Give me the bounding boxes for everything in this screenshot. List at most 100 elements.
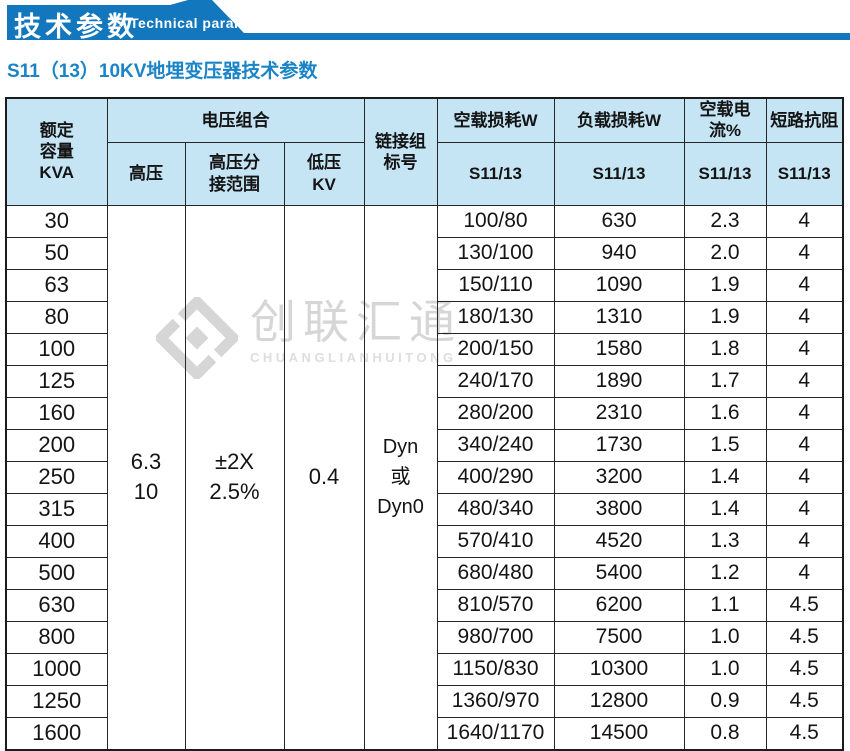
table-header: 额定 容量 KVA 电压组合 链接组 标号 空载损耗W 负载损耗W 空载电流% … [5,97,844,206]
no-load-current-cell: 0.8 [683,716,767,750]
kva-cell: 30 [5,204,108,238]
header-sub-s11-2: S11/13 [553,141,685,206]
header-sub-s11-3: S11/13 [683,141,767,206]
no-load-loss-cell: 980/700 [436,620,555,654]
header-rated-capacity: 额定 容量 KVA [5,97,108,206]
load-loss-cell: 3800 [553,492,685,526]
no-load-loss-cell: 280/200 [436,396,555,430]
no-load-loss-cell: 480/340 [436,492,555,526]
no-load-loss-cell: 810/570 [436,588,555,622]
no-load-loss-cell: 240/170 [436,364,555,398]
impedance-cell: 4.5 [765,652,844,686]
impedance-cell: 4 [765,268,844,302]
no-load-current-cell: 1.7 [683,364,767,398]
load-loss-cell: 1090 [553,268,685,302]
header-voltage-combo: 电压组合 [106,97,365,143]
impedance-cell: 4 [765,492,844,526]
no-load-loss-cell: 180/130 [436,300,555,334]
parameters-table-wrap: 额定 容量 KVA 电压组合 链接组 标号 空载损耗W 负载损耗W 空载电流% … [5,97,844,751]
no-load-loss-cell: 130/100 [436,236,555,270]
no-load-current-cell: 1.4 [683,492,767,526]
high-voltage-value-cell: 6.3 10 [106,204,186,750]
impedance-cell: 4 [765,428,844,462]
table-row: 315 480/340 3800 1.4 4 [5,492,844,526]
kva-cell: 250 [5,460,108,494]
load-loss-cell: 10300 [553,652,685,686]
kva-cell: 1250 [5,684,108,718]
kva-cell: 630 [5,588,108,622]
load-loss-cell: 5400 [553,556,685,590]
page-title: S11（13）10KV地埋变压器技术参数 [7,61,318,82]
no-load-loss-cell: 100/80 [436,204,555,238]
kva-cell: 100 [5,332,108,366]
table-body: 30 6.3 10 ±2X 2.5% 0.4 Dyn 或 Dyn0 100/80… [5,204,844,750]
no-load-loss-cell: 680/480 [436,556,555,590]
load-loss-cell: 1890 [553,364,685,398]
impedance-cell: 4 [765,556,844,590]
kva-cell: 80 [5,300,108,334]
banner-subtitle: Technical parameter [130,15,275,31]
table-row: 1250 1360/970 12800 0.9 4.5 [5,684,844,718]
no-load-current-cell: 1.4 [683,460,767,494]
table-row: 100 200/150 1580 1.8 4 [5,332,844,366]
tap-range-value-cell: ±2X 2.5% [184,204,285,750]
no-load-current-cell: 1.5 [683,428,767,462]
header-high-voltage: 高压 [106,141,186,206]
header-short-impedance: 短路抗阻 [765,97,844,143]
impedance-cell: 4 [765,204,844,238]
header-sub-s11-4: S11/13 [765,141,844,206]
load-loss-cell: 3200 [553,460,685,494]
impedance-cell: 4.5 [765,588,844,622]
load-loss-cell: 630 [553,204,685,238]
impedance-cell: 4.5 [765,716,844,750]
load-loss-cell: 1580 [553,332,685,366]
kva-cell: 400 [5,524,108,558]
load-loss-cell: 14500 [553,716,685,750]
impedance-cell: 4 [765,364,844,398]
header-link-group: 链接组 标号 [363,97,438,206]
no-load-loss-cell: 150/110 [436,268,555,302]
kva-cell: 1000 [5,652,108,686]
impedance-cell: 4 [765,236,844,270]
header-load-loss: 负载损耗W [553,97,685,143]
impedance-cell: 4 [765,460,844,494]
no-load-loss-cell: 570/410 [436,524,555,558]
load-loss-cell: 2310 [553,396,685,430]
table-row: 800 980/700 7500 1.0 4.5 [5,620,844,654]
no-load-current-cell: 2.0 [683,236,767,270]
no-load-loss-cell: 1150/830 [436,652,555,686]
banner-ribbon [7,0,850,40]
table-row: 80 180/130 1310 1.9 4 [5,300,844,334]
kva-cell: 1600 [5,716,108,750]
load-loss-cell: 1730 [553,428,685,462]
low-voltage-value-cell: 0.4 [283,204,365,750]
impedance-cell: 4 [765,524,844,558]
impedance-cell: 4 [765,396,844,430]
no-load-current-cell: 1.1 [683,588,767,622]
no-load-current-cell: 1.0 [683,620,767,654]
no-load-current-cell: 0.9 [683,684,767,718]
kva-cell: 160 [5,396,108,430]
no-load-current-cell: 1.8 [683,332,767,366]
kva-cell: 315 [5,492,108,526]
no-load-current-cell: 1.2 [683,556,767,590]
no-load-current-cell: 2.3 [683,204,767,238]
kva-cell: 50 [5,236,108,270]
table-row: 200 340/240 1730 1.5 4 [5,428,844,462]
load-loss-cell: 4520 [553,524,685,558]
header-no-load-current: 空载电流% [683,97,767,143]
no-load-current-cell: 1.6 [683,396,767,430]
kva-cell: 800 [5,620,108,654]
header-tap-range: 高压分 接范围 [184,141,285,206]
header-low-voltage: 低压 KV [283,141,365,206]
no-load-loss-cell: 1640/1170 [436,716,555,750]
load-loss-cell: 1310 [553,300,685,334]
impedance-cell: 4.5 [765,620,844,654]
load-loss-cell: 12800 [553,684,685,718]
no-load-current-cell: 1.3 [683,524,767,558]
table-row: 630 810/570 6200 1.1 4.5 [5,588,844,622]
table-row: 250 400/290 3200 1.4 4 [5,460,844,494]
no-load-loss-cell: 200/150 [436,332,555,366]
impedance-cell: 4.5 [765,684,844,718]
parameters-table: 额定 容量 KVA 电压组合 链接组 标号 空载损耗W 负载损耗W 空载电流% … [5,97,844,751]
